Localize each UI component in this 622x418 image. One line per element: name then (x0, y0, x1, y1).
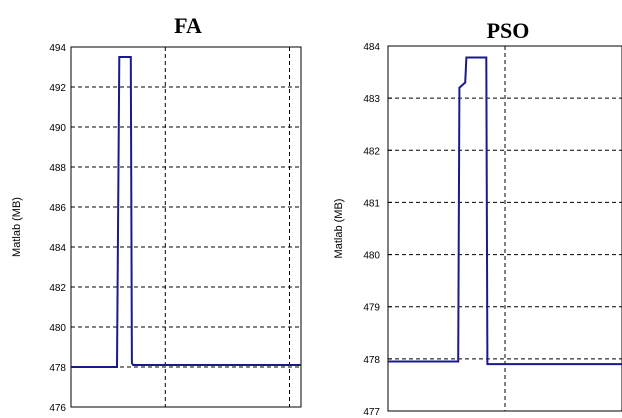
y-tick-label: 484 (49, 243, 66, 254)
y-axis-label: Matlab (MB) (333, 199, 345, 259)
chart-title: FA (174, 13, 202, 38)
y-tick-label: 480 (49, 323, 66, 334)
y-tick-label: 492 (49, 83, 66, 94)
data-series-line (388, 56, 622, 366)
y-tick-label: 490 (49, 123, 66, 134)
y-tick-label: 482 (49, 283, 66, 294)
y-tick-label: 480 (363, 251, 380, 262)
panel-pso: PSO Matlab (MB) 484 483 482 481 480 479 478 477 (333, 18, 622, 418)
y-tick-label: 488 (49, 163, 66, 174)
y-tick-label: 482 (363, 146, 380, 157)
y-tick-label: 478 (49, 363, 66, 374)
y-tick-label: 477 (363, 407, 380, 418)
y-tick-label: 478 (363, 355, 380, 366)
y-tick-label: 476 (49, 403, 66, 414)
y-axis-label: Matlab (MB) (11, 197, 23, 257)
y-tick-label: 481 (363, 198, 380, 209)
y-tick-label: 479 (363, 303, 380, 314)
y-tick-label: 484 (363, 42, 380, 53)
y-tick-label: 483 (363, 94, 380, 105)
plot-frame (70, 46, 302, 408)
chart-title: PSO (487, 18, 530, 43)
y-tick-label: 494 (49, 43, 66, 54)
panel-fa: FA Matlab (MB) 494 492 490 488 486 484 482 480 478… (11, 13, 302, 414)
y-tick-label: 486 (49, 203, 66, 214)
data-series-line (71, 56, 301, 368)
